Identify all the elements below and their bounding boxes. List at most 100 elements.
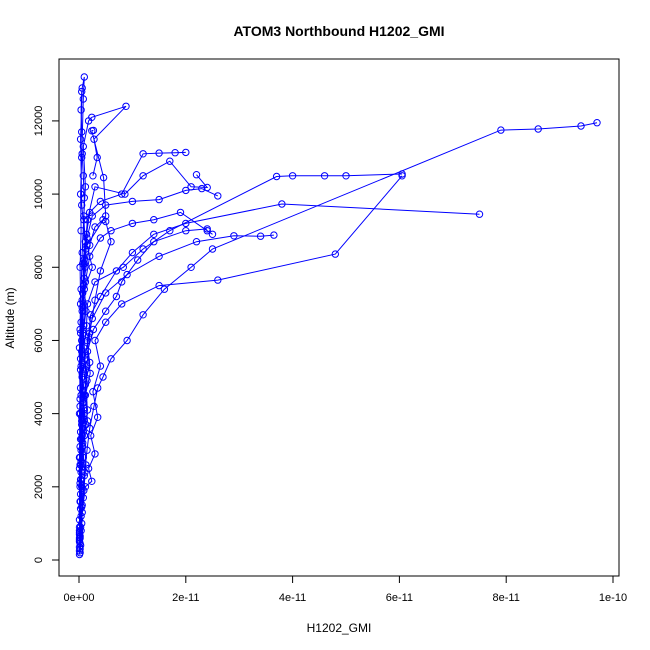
data-point [80,256,88,264]
data-point [87,311,95,319]
data-point [81,238,90,246]
data-point [80,216,88,224]
y-tick-label: 4000 [33,401,45,425]
data-point [192,171,201,179]
data-point [256,232,265,240]
data-point [198,184,206,193]
data-point [118,190,126,198]
data-point [79,424,87,432]
data-point [75,536,84,544]
data-point [123,270,131,279]
data-point [139,245,147,253]
data-point [76,490,85,498]
data-point [99,373,107,381]
data-point [81,278,90,286]
data-point [86,241,94,250]
y-axis: 0 2000 4000 6000 8000 10000 12000 [33,106,60,563]
data-point [139,150,147,158]
data-point [91,336,99,345]
data-point [78,303,86,312]
data-point [76,135,85,143]
data-point [81,380,90,389]
series-line [80,175,403,546]
data-point [78,201,86,209]
x-tick-label: 6e-11 [386,592,413,604]
series-line [78,76,87,531]
data-point [76,428,85,436]
data-point [534,125,542,133]
data-point [214,192,222,200]
data-point [91,183,99,191]
data-point [75,523,84,531]
data-point [84,464,93,473]
data-point [75,464,84,473]
y-tick-label: 8000 [33,255,45,279]
data-point [577,122,585,130]
data-point [78,84,86,92]
data-point [83,234,91,242]
data-point [79,289,87,297]
data-point [497,126,505,134]
data-point [83,377,91,385]
data-point [270,231,278,239]
data-point [79,428,88,436]
data-point [81,351,89,359]
data-point [119,263,128,271]
data-point [80,391,89,399]
data-point [150,216,158,224]
data-point [76,355,85,363]
data-point [139,172,147,180]
data-point [76,479,84,487]
data-point [89,126,98,135]
data-point [84,333,93,341]
data-point [77,446,85,454]
data-point [121,190,129,198]
data-point [99,173,108,182]
data-point [331,250,339,258]
data-point [76,384,85,392]
data-point [91,278,99,286]
data-point [78,153,86,162]
data-point [107,227,115,235]
data-point [83,336,91,345]
data-point [272,172,281,181]
y-axis-label: Altitude (m) [3,287,17,348]
data-point [75,528,84,537]
data-point [76,366,85,374]
data-point [203,183,211,192]
data-point [96,267,105,275]
data-point [76,461,84,469]
series-line [79,203,480,550]
x-axis: 0e+00 2e-11 4e-11 6e-11 8e-11 1e-10 [64,575,627,604]
data-point [192,238,201,246]
data-point [112,292,121,301]
series-line [79,228,208,535]
data-point [76,395,84,403]
data-point [94,413,102,421]
data-point [83,417,92,425]
data-point [187,183,195,191]
data-point [102,217,110,226]
data-point [77,468,85,476]
data-point [77,362,85,370]
data-point [82,307,90,315]
data-point [78,431,86,440]
data-point [122,102,130,111]
data-point [82,230,91,239]
data-point [182,227,190,235]
data-point [203,225,211,233]
series-line [79,122,598,544]
data-point [79,442,87,451]
data-point [88,113,96,122]
data-point [76,475,85,484]
data-point [81,483,90,491]
data-point [75,409,84,418]
data-point [88,314,97,323]
data-point [76,300,85,308]
data-point [78,87,86,96]
data-point [78,373,86,381]
chart-title: ATOM3 Northbound H1202_GMI [233,23,444,39]
data-point [150,230,158,239]
data-point [78,417,86,425]
